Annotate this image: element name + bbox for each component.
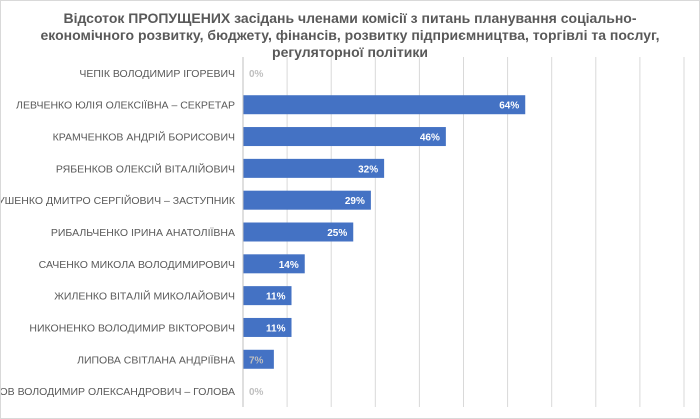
category-label: НИКОНЕНКО ВОЛОДИМИР ВІКТОРОВИЧ	[29, 322, 235, 334]
category-label: РЯБЕНКОВ ОЛЕКСІЙ ВІТАЛІЙОВИЧ	[56, 162, 235, 175]
data-label: 0%	[249, 69, 264, 80]
bar	[243, 222, 354, 242]
data-label: 64%	[499, 101, 519, 112]
data-label: 25%	[327, 228, 347, 239]
category-label: ЧЕПІК ВОЛОДИМИР ІГОРЕВИЧ	[79, 68, 235, 80]
bar	[243, 95, 526, 115]
data-label: 29%	[345, 196, 365, 207]
bar	[243, 158, 385, 178]
bar	[243, 349, 274, 369]
data-label: 11%	[266, 323, 286, 334]
data-label: 46%	[420, 133, 440, 144]
category-label: ЛАНТУШЕНКО ДМИТРО СЕРГІЙОВИЧ – ЗАСТУПНИК	[1, 194, 236, 207]
category-label: ЛЕВЧЕНКО ЮЛІЯ ОЛЕКСІЇВНА – СЕКРЕТАР	[16, 100, 235, 112]
bar	[243, 317, 292, 337]
category-label: САЧЕНКО МИКОЛА ВОЛОДИМИРОВИЧ	[39, 259, 235, 271]
bar	[243, 127, 446, 147]
bar	[243, 254, 305, 274]
bar	[243, 286, 292, 306]
bar	[243, 190, 371, 210]
data-label: 11%	[266, 292, 286, 303]
data-label: 7%	[249, 355, 264, 366]
category-label: ЛИПОВА СВІТЛАНА АНДРІЇВНА	[77, 354, 235, 366]
data-label: 14%	[279, 260, 299, 271]
category-label: РИБАЛЬЧЕНКО ІРИНА АНАТОЛІЇВНА	[51, 227, 235, 239]
data-label: 32%	[358, 164, 378, 175]
category-label: КРАМЧЕНКОВ АНДРІЙ БОРИСОВИЧ	[53, 131, 235, 144]
category-label: ШИЛОВ ВОЛОДИМИР ОЛЕКСАНДРОВИЧ – ГОЛОВА	[1, 386, 235, 398]
chart-title: Відсоток ПРОПУЩЕНИХ засідань членами ком…	[40, 10, 660, 60]
category-label: ЖИЛЕНКО ВІТАЛІЙ МИКОЛАЙОВИЧ	[54, 290, 235, 303]
data-label: 0%	[249, 387, 264, 398]
